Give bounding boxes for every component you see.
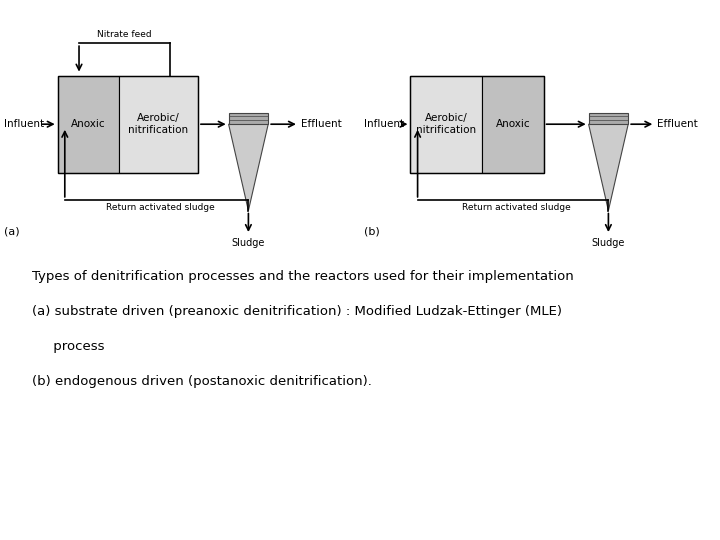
Text: Effluent: Effluent [301,119,342,129]
Text: (b) endogenous driven (postanoxic denitrification).: (b) endogenous driven (postanoxic denitr… [32,375,372,388]
Bar [58,76,198,173]
Text: process: process [32,340,105,353]
Bar [410,76,482,173]
Text: Return activated sludge: Return activated sludge [106,202,215,212]
Polygon shape [228,124,268,211]
Text: (a) substrate driven (preanoxic denitrification) : Modified Ludzak-Ettinger (MLE: (a) substrate driven (preanoxic denitrif… [32,305,562,318]
Text: Types of denitrification processes and the reactors used for their implementatio: Types of denitrification processes and t… [32,270,574,283]
Text: (b): (b) [364,227,379,237]
Text: Influent: Influent [4,119,44,129]
Text: Influent: Influent [364,119,404,129]
Text: Return activated sludge: Return activated sludge [462,202,571,212]
Text: Aerobic/
nitrification: Aerobic/ nitrification [128,113,189,135]
Text: Sludge: Sludge [232,238,265,248]
Text: Anoxic: Anoxic [495,119,531,129]
Text: Nitrate feed: Nitrate feed [97,30,152,39]
Bar [58,76,119,173]
Bar [482,76,544,173]
Bar [589,113,628,124]
Text: (a): (a) [4,227,19,237]
Text: Aerobic/
nitrification: Aerobic/ nitrification [416,113,477,135]
Text: Sludge: Sludge [592,238,625,248]
Text: Effluent: Effluent [657,119,698,129]
Text: Anoxic: Anoxic [71,119,106,129]
Bar [410,76,544,173]
Bar [119,76,198,173]
Polygon shape [589,124,628,211]
Bar [228,113,268,124]
